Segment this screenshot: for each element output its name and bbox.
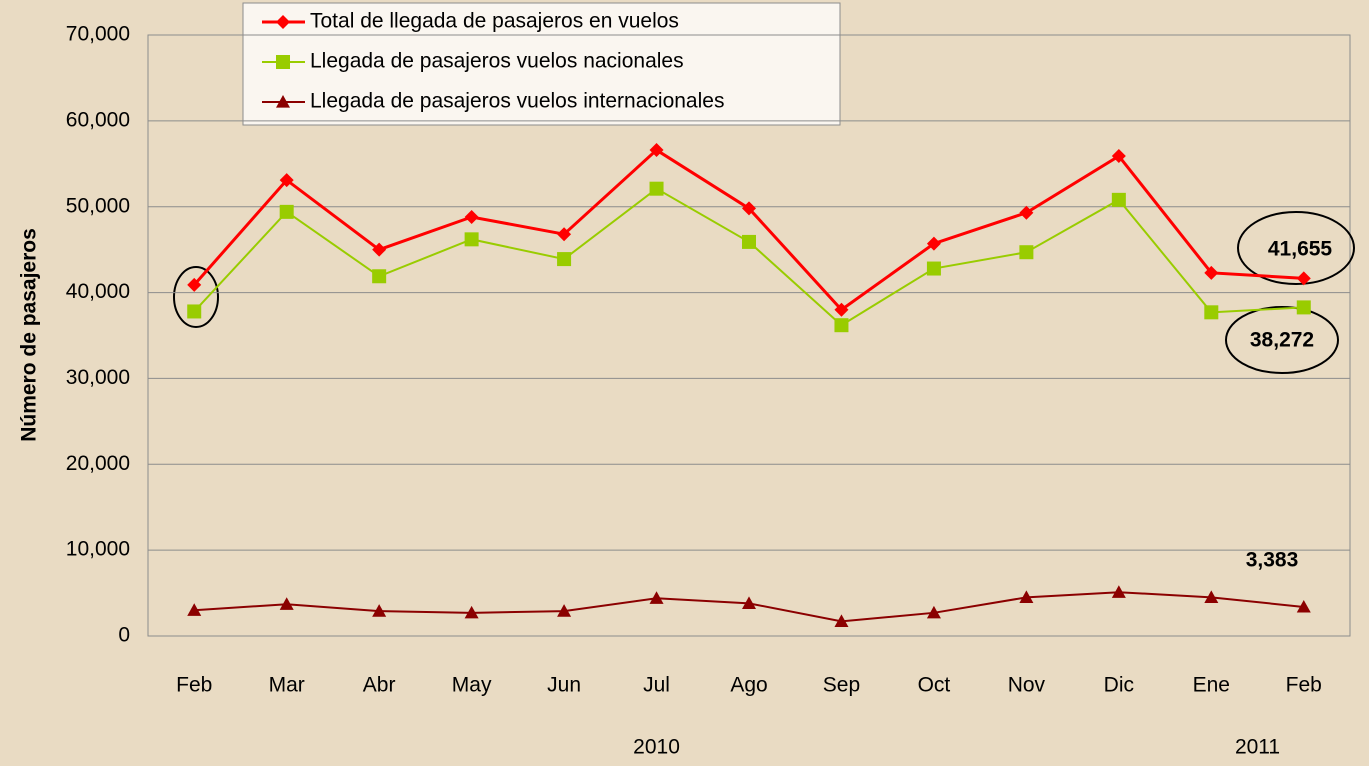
marker: [650, 182, 664, 196]
marker: [187, 304, 201, 318]
data-label: 41,655: [1268, 238, 1333, 261]
x-tick-label: Ene: [1193, 674, 1230, 697]
marker: [280, 205, 294, 219]
x-tick-label: Dic: [1104, 674, 1134, 697]
marker: [742, 235, 756, 249]
y-tick-label: 30,000: [66, 366, 130, 389]
marker: [557, 252, 571, 266]
y-tick-label: 40,000: [66, 280, 130, 303]
page: Número de pasajeros 0 10,000 20,000 30,000 4…: [0, 0, 1369, 766]
marker: [1019, 245, 1033, 259]
x-tick-label: Mar: [269, 674, 305, 697]
x-tick-label: Sep: [823, 674, 860, 697]
legend-label: Llegada de pasajeros vuelos internaciona…: [310, 90, 724, 113]
x-tick-label: Abr: [363, 674, 396, 697]
marker: [372, 269, 386, 283]
chart: Número de pasajeros 0 10,000 20,000 30,000 4…: [0, 0, 1369, 766]
marker: [1204, 305, 1218, 319]
y-tick-label: 70,000: [66, 23, 130, 46]
x-tick-label: Nov: [1008, 674, 1046, 697]
x-tick-label: Feb: [176, 674, 212, 697]
legend-label: Llegada de pasajeros vuelos nacionales: [310, 50, 684, 73]
y-tick-label: 20,000: [66, 452, 130, 475]
data-label: 38,272: [1250, 329, 1314, 352]
data-label: 3,383: [1246, 549, 1299, 572]
x-tick-label: Ago: [730, 674, 767, 697]
year-label: 2011: [1235, 736, 1280, 759]
x-tick-label: May: [452, 674, 492, 697]
marker: [927, 262, 941, 276]
x-tick-label: Oct: [918, 674, 951, 697]
y-tick-label: 50,000: [66, 194, 130, 217]
x-tick-label: Feb: [1286, 674, 1322, 697]
marker: [834, 318, 848, 332]
y-tick-label: 0: [118, 624, 130, 647]
legend-label: Total de llegada de pasajeros en vuelos: [310, 10, 679, 33]
x-tick-label: Jun: [547, 674, 581, 697]
x-tick-label: Jul: [643, 674, 670, 697]
y-tick-label: 60,000: [66, 108, 130, 131]
legend-marker: [276, 55, 290, 69]
year-label: 2010: [633, 736, 680, 759]
y-tick-label: 10,000: [66, 538, 130, 561]
y-axis-title: Número de pasajeros: [18, 228, 41, 442]
marker: [1297, 300, 1311, 314]
marker: [1112, 193, 1126, 207]
marker: [465, 232, 479, 246]
